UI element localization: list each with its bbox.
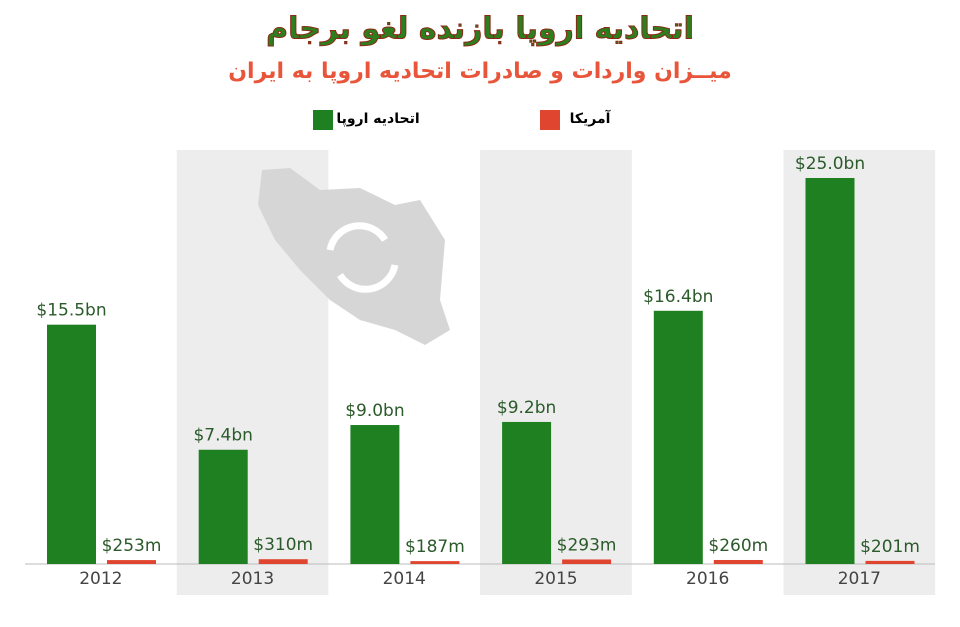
bar (107, 560, 156, 564)
legend-swatch (313, 110, 333, 130)
x-tick-label: 2013 (231, 569, 274, 589)
bar (865, 560, 915, 564)
bar (47, 324, 96, 564)
icon-arrow (326, 222, 388, 251)
value-label: $293m (557, 535, 617, 555)
bar (198, 449, 248, 564)
value-label: $310m (253, 535, 313, 555)
x-tick-label: 2014 (383, 569, 426, 589)
bar (502, 421, 552, 564)
legend-swatch (540, 110, 560, 130)
value-label: $260m (708, 536, 768, 556)
x-tick-label: 2012 (79, 569, 122, 589)
value-label: $15.5bn (36, 301, 106, 321)
icon-arrow (337, 264, 399, 293)
bar (805, 178, 855, 564)
value-label: $16.4bn (643, 287, 713, 307)
value-label: $253m (102, 536, 162, 556)
bar (350, 425, 400, 564)
bar (258, 559, 308, 564)
value-label: $7.4bn (193, 426, 252, 446)
value-label: $9.0bn (345, 401, 404, 421)
legend-label: آمریکا (570, 109, 612, 127)
map-shape (258, 168, 450, 345)
bar (410, 561, 460, 564)
iran-icon (258, 168, 450, 345)
value-label: $9.2bn (497, 398, 556, 418)
chart-title: اتحادیه اروپا بازنده لغو برجام (266, 12, 694, 47)
legend-label: اتحادیه اروپا (336, 111, 419, 127)
value-label: $187m (405, 537, 465, 557)
x-tick-label: 2016 (686, 569, 729, 589)
value-label: $201m (860, 537, 920, 557)
chart-subtitle: میــزان واردات و صادرات اتحادیه اروپا به… (228, 59, 732, 84)
value-label: $25.0bn (795, 154, 865, 174)
x-tick-label: 2017 (838, 569, 881, 589)
bar (713, 559, 763, 564)
bar (653, 310, 703, 564)
bar (562, 559, 612, 564)
x-tick-label: 2015 (534, 569, 577, 589)
